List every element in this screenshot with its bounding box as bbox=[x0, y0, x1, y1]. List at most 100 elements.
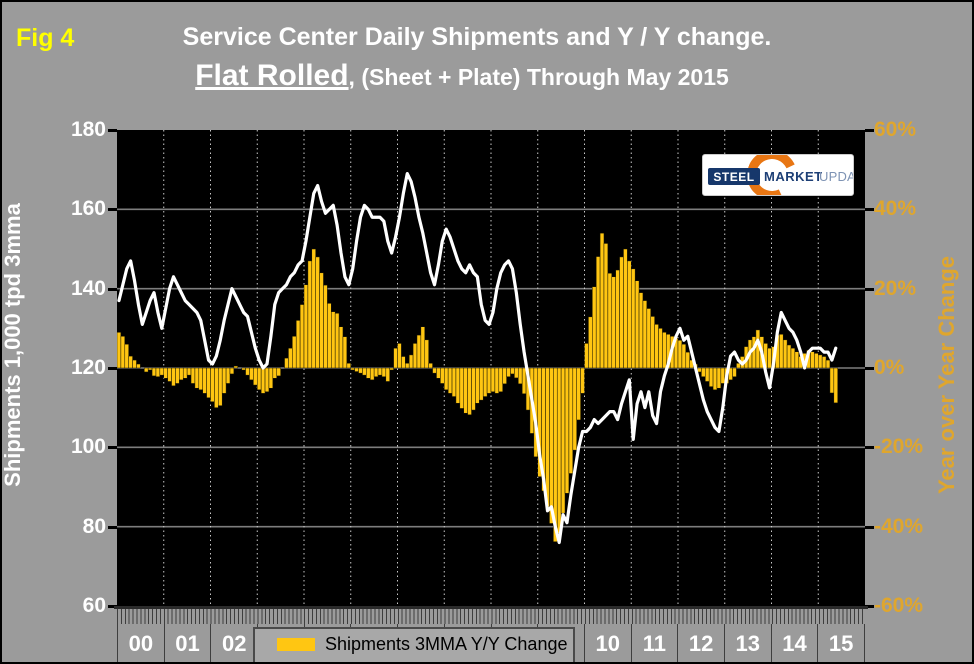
logo-word-steel: STEEL bbox=[708, 168, 760, 185]
yoy-bar bbox=[334, 313, 340, 369]
yoy-bar bbox=[366, 367, 371, 379]
left-tick-label: 180 bbox=[70, 118, 106, 141]
yoy-bar bbox=[767, 347, 772, 369]
x-axis-monthly-tick-strip bbox=[117, 609, 865, 624]
yoy-bar bbox=[568, 367, 574, 474]
yoy-bar bbox=[151, 367, 157, 377]
yoy-bar bbox=[779, 334, 784, 369]
yoy-bar bbox=[588, 316, 593, 369]
yoy-bar bbox=[716, 367, 722, 389]
yoy-bar bbox=[603, 243, 609, 369]
yoy-bar bbox=[401, 356, 406, 369]
legend-box: Shipments 3MMA Y/Y Change Shipments Tons… bbox=[253, 627, 575, 662]
yoy-bar bbox=[455, 367, 461, 404]
left-tick-label: 140 bbox=[70, 276, 106, 300]
chart-title-line1: Service Center Daily Shipments and Y / Y… bbox=[182, 23, 772, 51]
yoy-bar bbox=[556, 367, 562, 534]
yoy-bar bbox=[790, 347, 796, 369]
yoy-bar bbox=[599, 232, 605, 369]
yoy-bar bbox=[389, 367, 394, 371]
yoy-bar bbox=[167, 367, 172, 382]
yoy-bar bbox=[786, 344, 792, 369]
right-tick-mark bbox=[865, 287, 874, 291]
yoy-bar bbox=[369, 367, 375, 381]
logo-word-update: UPDATE bbox=[819, 169, 853, 184]
yoy-bar bbox=[311, 248, 316, 369]
yoy-bar bbox=[549, 367, 554, 524]
yoy-bar bbox=[751, 336, 757, 369]
x-axis-year-label: 02 bbox=[211, 624, 259, 662]
yoy-bar bbox=[233, 365, 239, 369]
yoy-bar bbox=[818, 354, 823, 369]
yoy-bar bbox=[186, 367, 192, 376]
yoy-bar bbox=[814, 353, 819, 369]
yoy-bar bbox=[264, 367, 270, 393]
right-tick-label: -40% bbox=[874, 514, 924, 538]
yoy-bar bbox=[393, 347, 398, 369]
right-tick-mark bbox=[865, 605, 874, 608]
yoy-bar bbox=[631, 268, 636, 369]
yoy-bar bbox=[260, 367, 266, 394]
yoy-bar bbox=[272, 367, 277, 379]
x-axis-year-label: 13 bbox=[725, 624, 772, 662]
yoy-bar bbox=[833, 367, 838, 404]
yoy-bar bbox=[829, 367, 835, 394]
yoy-bar bbox=[521, 367, 527, 395]
yoy-bar bbox=[576, 367, 581, 421]
yoy-bar bbox=[268, 367, 274, 389]
yoy-bar bbox=[595, 256, 601, 369]
yoy-bar bbox=[412, 343, 418, 369]
yoy-bar bbox=[506, 367, 511, 377]
yoy-bar bbox=[580, 367, 585, 394]
yoy-bar bbox=[615, 269, 620, 369]
yoy-bar bbox=[292, 336, 297, 369]
yoy-bar bbox=[358, 367, 363, 374]
left-tick-label: 160 bbox=[70, 197, 106, 221]
yoy-bar bbox=[459, 367, 464, 409]
yoy-bar bbox=[545, 367, 550, 508]
legend-item-bars: Shipments 3MMA Y/Y Change bbox=[255, 634, 573, 655]
left-tick-mark bbox=[108, 446, 117, 450]
yoy-bar bbox=[342, 336, 348, 369]
yoy-bar bbox=[136, 363, 141, 369]
yoy-bar bbox=[299, 304, 305, 369]
yoy-bar bbox=[424, 339, 429, 369]
yoy-bar bbox=[514, 367, 519, 379]
yoy-bar bbox=[518, 367, 523, 385]
yoy-bar bbox=[229, 367, 235, 375]
legend-item-line: Shipments Tons / Day 3MMA bbox=[255, 661, 573, 662]
yoy-bar bbox=[428, 362, 433, 369]
yoy-bar bbox=[420, 326, 426, 369]
yoy-bar bbox=[175, 367, 180, 384]
yoy-bar bbox=[705, 367, 710, 382]
yoy-bar bbox=[159, 367, 165, 376]
yoy-bar bbox=[225, 367, 231, 384]
yoy-bar bbox=[338, 326, 344, 369]
yoy-bar bbox=[701, 367, 706, 377]
plot-area: Shipments 3MMA Y/Y Change Shipments Tons… bbox=[117, 130, 865, 662]
yoy-bar bbox=[821, 356, 827, 369]
yoy-bar bbox=[467, 367, 472, 416]
right-tick-mark bbox=[865, 208, 874, 212]
yoy-bar bbox=[486, 367, 492, 394]
yoy-bar bbox=[245, 367, 250, 376]
yoy-bar bbox=[132, 359, 137, 369]
yoy-bar bbox=[490, 367, 496, 393]
yoy-bar bbox=[381, 367, 387, 377]
left-tick-mark bbox=[108, 605, 117, 608]
x-axis-year-label: 12 bbox=[678, 624, 725, 662]
yoy-bar bbox=[572, 367, 577, 451]
logo-word-market: MARKET bbox=[764, 169, 823, 184]
yoy-bar bbox=[276, 367, 281, 377]
yoy-bar bbox=[619, 256, 624, 369]
yoy-bar bbox=[257, 367, 262, 391]
x-axis-year-label: 15 bbox=[818, 624, 865, 662]
bar-series-swatch bbox=[277, 638, 315, 652]
yoy-bar bbox=[253, 367, 258, 386]
left-tick-label: 120 bbox=[70, 356, 106, 379]
yoy-bar bbox=[362, 367, 367, 376]
yoy-bar bbox=[354, 367, 359, 372]
line-series-label: Shipments Tons / Day 3MMA bbox=[325, 661, 557, 662]
yoy-bar bbox=[677, 339, 683, 369]
yoy-bar bbox=[147, 367, 153, 371]
